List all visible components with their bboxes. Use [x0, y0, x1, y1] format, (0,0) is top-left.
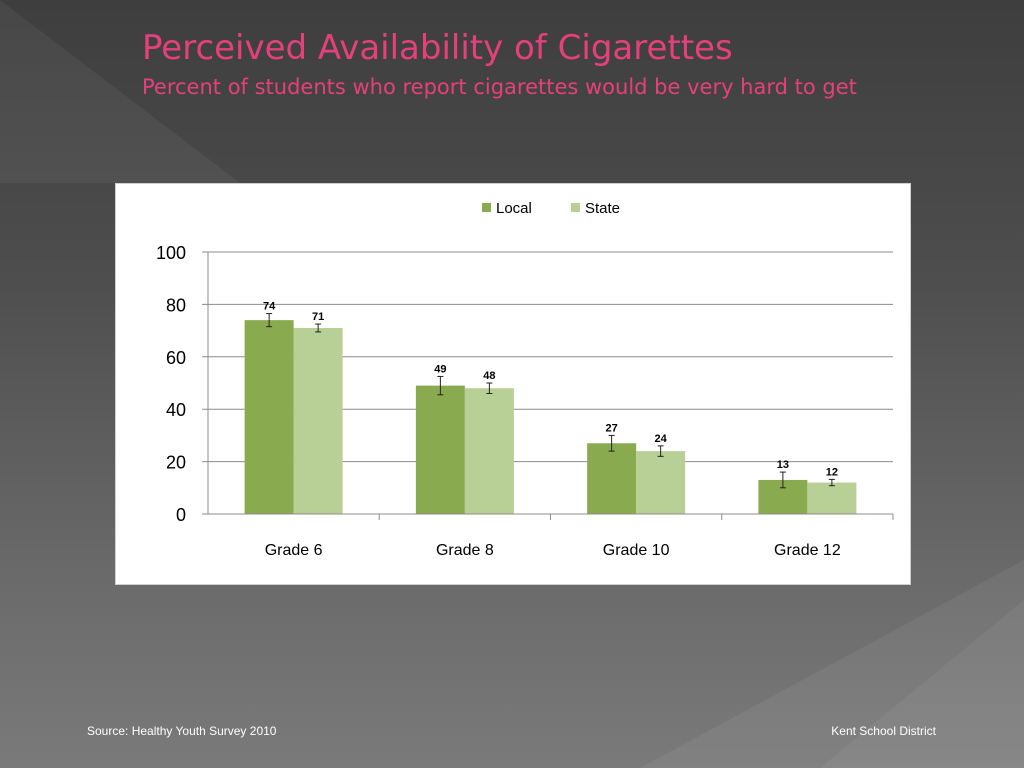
y-tick-label: 80 — [166, 295, 186, 315]
x-tick-label: Grade 6 — [265, 542, 323, 559]
bar-local — [415, 385, 465, 514]
legend-label-state: State — [585, 200, 620, 217]
data-label: 27 — [606, 422, 618, 434]
bar-local — [587, 443, 637, 514]
bar-chart: 0 20 40 60 80 100 74 71 Grade 6 49 48 Grade 8 27 24 Gr… — [156, 200, 894, 559]
legend-label-local: Local — [496, 200, 532, 217]
y-tick-label: 20 — [166, 453, 186, 473]
legend-swatch-local — [482, 203, 491, 212]
y-tick-label: 100 — [156, 243, 186, 263]
chart-panel: 0 20 40 60 80 100 74 71 Grade 6 49 48 Grade 8 27 24 Gr… — [115, 183, 911, 585]
legend-swatch-state — [571, 203, 580, 212]
title-block: Perceived Availability of Cigarettes Per… — [142, 26, 942, 101]
data-label: 74 — [263, 301, 276, 313]
bar-local — [244, 320, 294, 514]
y-tick-label: 0 — [176, 505, 186, 525]
source-note: Source: Healthy Youth Survey 2010 — [87, 724, 277, 738]
x-tick-label: Grade 10 — [603, 542, 670, 559]
data-label: 13 — [777, 459, 789, 471]
bar-state — [807, 482, 857, 514]
x-tick-label: Grade 12 — [774, 542, 841, 559]
data-label: 49 — [434, 363, 446, 375]
data-label: 48 — [483, 370, 495, 382]
slide-title: Perceived Availability of Cigarettes — [142, 28, 733, 68]
x-tick-label: Grade 8 — [436, 542, 494, 559]
data-label: 71 — [312, 311, 324, 323]
bar-state — [293, 327, 343, 514]
data-label: 12 — [826, 466, 838, 478]
district-name: Kent School District — [831, 724, 936, 738]
y-tick-label: 60 — [166, 348, 186, 368]
y-tick-label: 40 — [166, 400, 186, 420]
bar-state — [464, 388, 514, 514]
bar-state — [636, 451, 686, 514]
slide-subtitle: Percent of students who report cigarette… — [142, 75, 857, 99]
data-label: 24 — [655, 433, 668, 445]
